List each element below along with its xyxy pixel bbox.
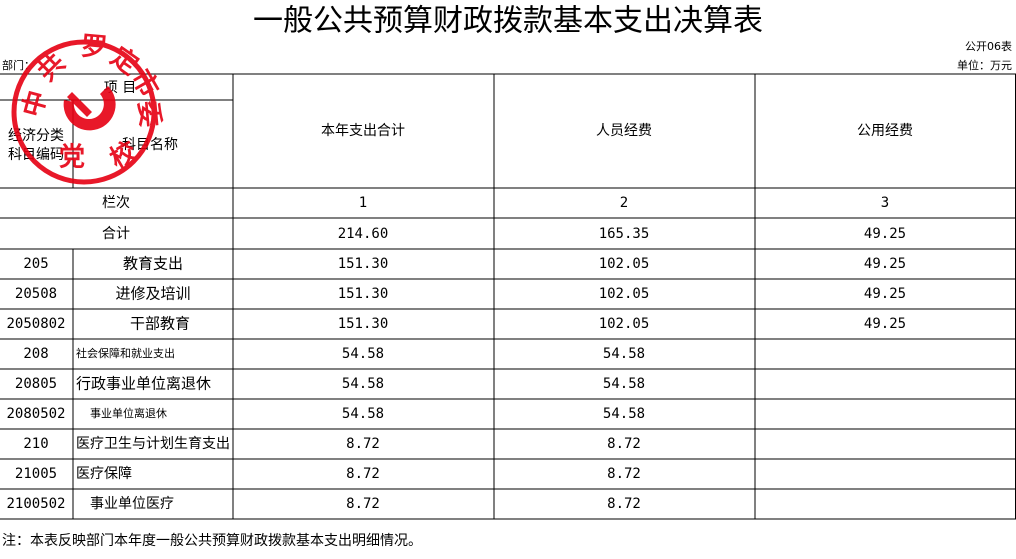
row-name: 医疗卫生与计划生育支出 <box>76 436 230 452</box>
column-header: 公用经费 <box>857 123 913 139</box>
row-value: 102.05 <box>599 256 650 272</box>
row-value: 54.58 <box>603 346 645 362</box>
row-value: 54.58 <box>342 406 384 422</box>
row-value: 102.05 <box>599 286 650 302</box>
row-code: 205 <box>23 256 48 272</box>
row-value: 151.30 <box>338 286 389 302</box>
row-value: 49.25 <box>864 256 906 272</box>
row-code: 21005 <box>15 466 57 482</box>
total-value: 214.60 <box>338 226 389 242</box>
row-value: 49.25 <box>864 316 906 332</box>
row-code: 210 <box>23 436 48 452</box>
row-code: 20805 <box>15 376 57 392</box>
row-name: 教育支出 <box>123 255 183 273</box>
seal-char: 中 <box>18 87 54 120</box>
seal-char: 党 <box>59 143 85 173</box>
row-code: 20508 <box>15 286 57 302</box>
row-value: 54.58 <box>603 406 645 422</box>
row-value: 8.72 <box>346 466 380 482</box>
row-value: 8.72 <box>607 496 641 512</box>
row-value: 8.72 <box>346 496 380 512</box>
note: 注：本表反映部门本年度一般公共预算财政拨款基本支出明细情况。 <box>2 532 422 549</box>
seal-ring <box>11 39 157 185</box>
column-header: 人员经费 <box>596 123 652 139</box>
seal-char: 委 <box>132 100 164 129</box>
name-label: 科目名称 <box>122 137 178 153</box>
row-name: 进修及培训 <box>115 285 190 303</box>
index-number: 2 <box>620 195 628 211</box>
index-number: 1 <box>359 195 367 211</box>
row-value: 8.72 <box>607 466 641 482</box>
column-header: 本年支出合计 <box>321 123 405 139</box>
seal-char: 罗 <box>80 31 109 63</box>
row-name: 干部教育 <box>130 315 190 333</box>
code-label: 科目编码 <box>8 147 64 163</box>
index-number: 3 <box>881 195 889 211</box>
row-value: 151.30 <box>338 256 389 272</box>
title: 一般公共预算财政拨款基本支出决算表 <box>253 4 763 39</box>
row-value: 54.58 <box>342 346 384 362</box>
row-code: 208 <box>23 346 48 362</box>
row-value: 102.05 <box>599 316 650 332</box>
row-value: 49.25 <box>864 286 906 302</box>
row-value: 54.58 <box>342 376 384 392</box>
row-name: 事业单位离退休 <box>90 406 167 420</box>
row-value: 8.72 <box>607 436 641 452</box>
seal-char: 共 <box>32 48 72 88</box>
total-label: 合计 <box>102 226 130 242</box>
row-name: 医疗保障 <box>76 466 132 482</box>
total-value: 165.35 <box>599 226 650 242</box>
row-value: 151.30 <box>338 316 389 332</box>
row-name: 事业单位医疗 <box>90 496 174 512</box>
seal-emblem <box>67 92 92 117</box>
row-code: 2050802 <box>6 316 65 332</box>
row-name: 社会保障和就业支出 <box>76 346 175 360</box>
seal-emblem <box>63 86 116 131</box>
row-code: 2100502 <box>6 496 65 512</box>
unit: 单位：万元 <box>957 58 1012 72</box>
row-code: 2080502 <box>6 406 65 422</box>
form-no: 公开06表 <box>965 39 1012 53</box>
index-label: 栏次 <box>102 195 130 211</box>
row-value: 54.58 <box>603 376 645 392</box>
row-name: 行政事业单位离退休 <box>76 375 211 393</box>
total-value: 49.25 <box>864 226 906 242</box>
row-value: 8.72 <box>346 436 380 452</box>
